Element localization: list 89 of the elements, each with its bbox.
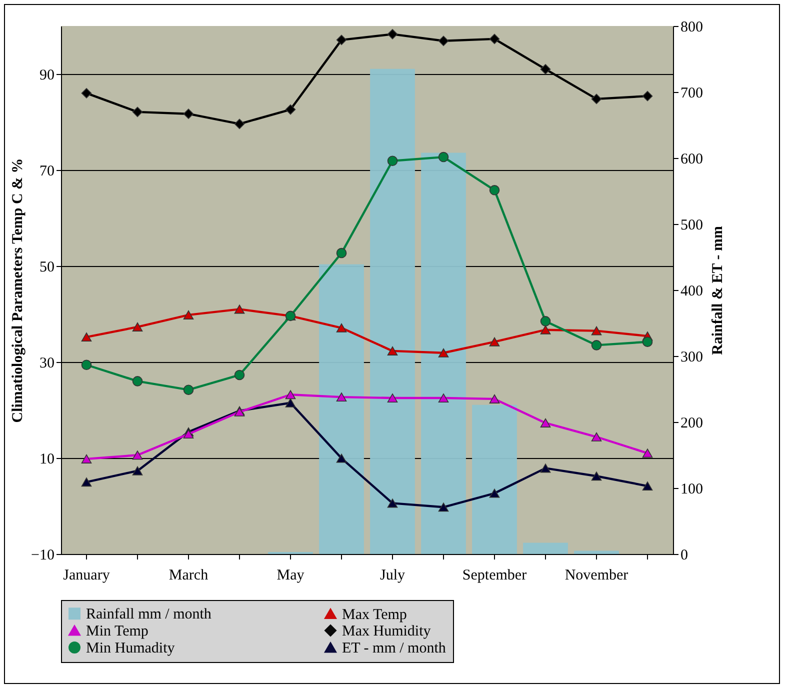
point xyxy=(387,29,398,40)
point xyxy=(540,418,551,428)
x-tick-label: September xyxy=(462,568,527,584)
point xyxy=(234,118,245,130)
y-tick-label: 70 xyxy=(40,164,54,180)
y2-tick-label: 800 xyxy=(680,20,703,36)
point xyxy=(540,316,551,326)
y-tick-label: −10 xyxy=(31,548,54,564)
y2-tick-label: 300 xyxy=(680,350,703,366)
y2-tick-label: 700 xyxy=(680,86,703,102)
bar xyxy=(319,264,364,554)
y-tick-label: 10 xyxy=(40,452,54,468)
y2-tick-label: 200 xyxy=(680,416,703,432)
point xyxy=(540,64,551,74)
point xyxy=(438,393,449,403)
point xyxy=(81,360,92,370)
y2-axis-title: Rainfall & ET - mm xyxy=(710,226,726,355)
point xyxy=(591,340,602,350)
point xyxy=(81,454,92,464)
y2-tick-label: 100 xyxy=(680,482,703,498)
point xyxy=(489,488,500,498)
y-tick-label: 30 xyxy=(40,356,54,372)
legend-label: Rainfall mm / month xyxy=(86,606,212,623)
point xyxy=(285,104,296,115)
point xyxy=(183,429,194,439)
point xyxy=(438,502,449,512)
bar xyxy=(370,68,415,554)
point xyxy=(387,156,398,166)
point xyxy=(387,346,398,356)
point xyxy=(234,304,245,314)
point xyxy=(642,336,653,347)
point xyxy=(438,348,449,358)
point xyxy=(642,482,653,491)
x-tick-label: May xyxy=(276,568,305,584)
legend-label: Min Humadity xyxy=(86,640,176,656)
legend-label: Min Temp xyxy=(86,624,148,640)
point xyxy=(540,464,551,473)
y-tick-label: 90 xyxy=(40,68,54,84)
y-tick-label: 50 xyxy=(40,260,54,276)
y2-tick-label: 0 xyxy=(680,548,688,564)
point xyxy=(438,36,449,46)
point xyxy=(132,376,143,386)
point xyxy=(591,432,602,442)
point xyxy=(438,152,449,162)
y2-tick-label: 400 xyxy=(680,284,703,300)
point xyxy=(336,248,347,258)
point xyxy=(540,325,551,334)
legend-label: Max Temp xyxy=(342,606,407,623)
point xyxy=(183,310,194,320)
point xyxy=(336,323,347,332)
point xyxy=(132,322,143,332)
point xyxy=(591,326,602,336)
x-tick-label: March xyxy=(168,568,209,584)
point xyxy=(234,370,245,380)
point xyxy=(132,450,143,460)
bar xyxy=(574,550,619,554)
point xyxy=(336,392,347,402)
x-tick-label: November xyxy=(564,568,628,584)
point xyxy=(183,384,194,395)
point xyxy=(132,106,143,118)
point xyxy=(285,398,296,408)
point xyxy=(336,454,347,463)
point xyxy=(489,185,500,196)
x-tick-label: January xyxy=(63,568,110,584)
point xyxy=(591,94,602,104)
point xyxy=(642,90,653,102)
point xyxy=(489,337,500,346)
point xyxy=(387,393,398,403)
y2-tick-label: 600 xyxy=(680,152,703,168)
point xyxy=(183,108,194,119)
point xyxy=(387,498,398,508)
bar xyxy=(472,404,517,554)
point xyxy=(81,332,92,342)
point xyxy=(489,34,500,44)
y2-tick-label: 500 xyxy=(680,218,703,234)
point xyxy=(132,466,143,476)
point xyxy=(642,448,653,458)
y-axis-title: Climatiological Parameters Temp C & % xyxy=(10,158,26,423)
bar xyxy=(523,542,568,554)
point xyxy=(81,88,92,98)
legend-label: Max Humidity xyxy=(342,624,432,640)
point xyxy=(336,34,347,46)
point xyxy=(591,472,602,481)
x-tick-label: July xyxy=(380,568,406,584)
legend-label: ET - mm / month xyxy=(342,640,446,656)
point xyxy=(489,394,500,404)
point xyxy=(285,390,296,400)
point xyxy=(81,478,92,487)
bar xyxy=(421,152,466,554)
